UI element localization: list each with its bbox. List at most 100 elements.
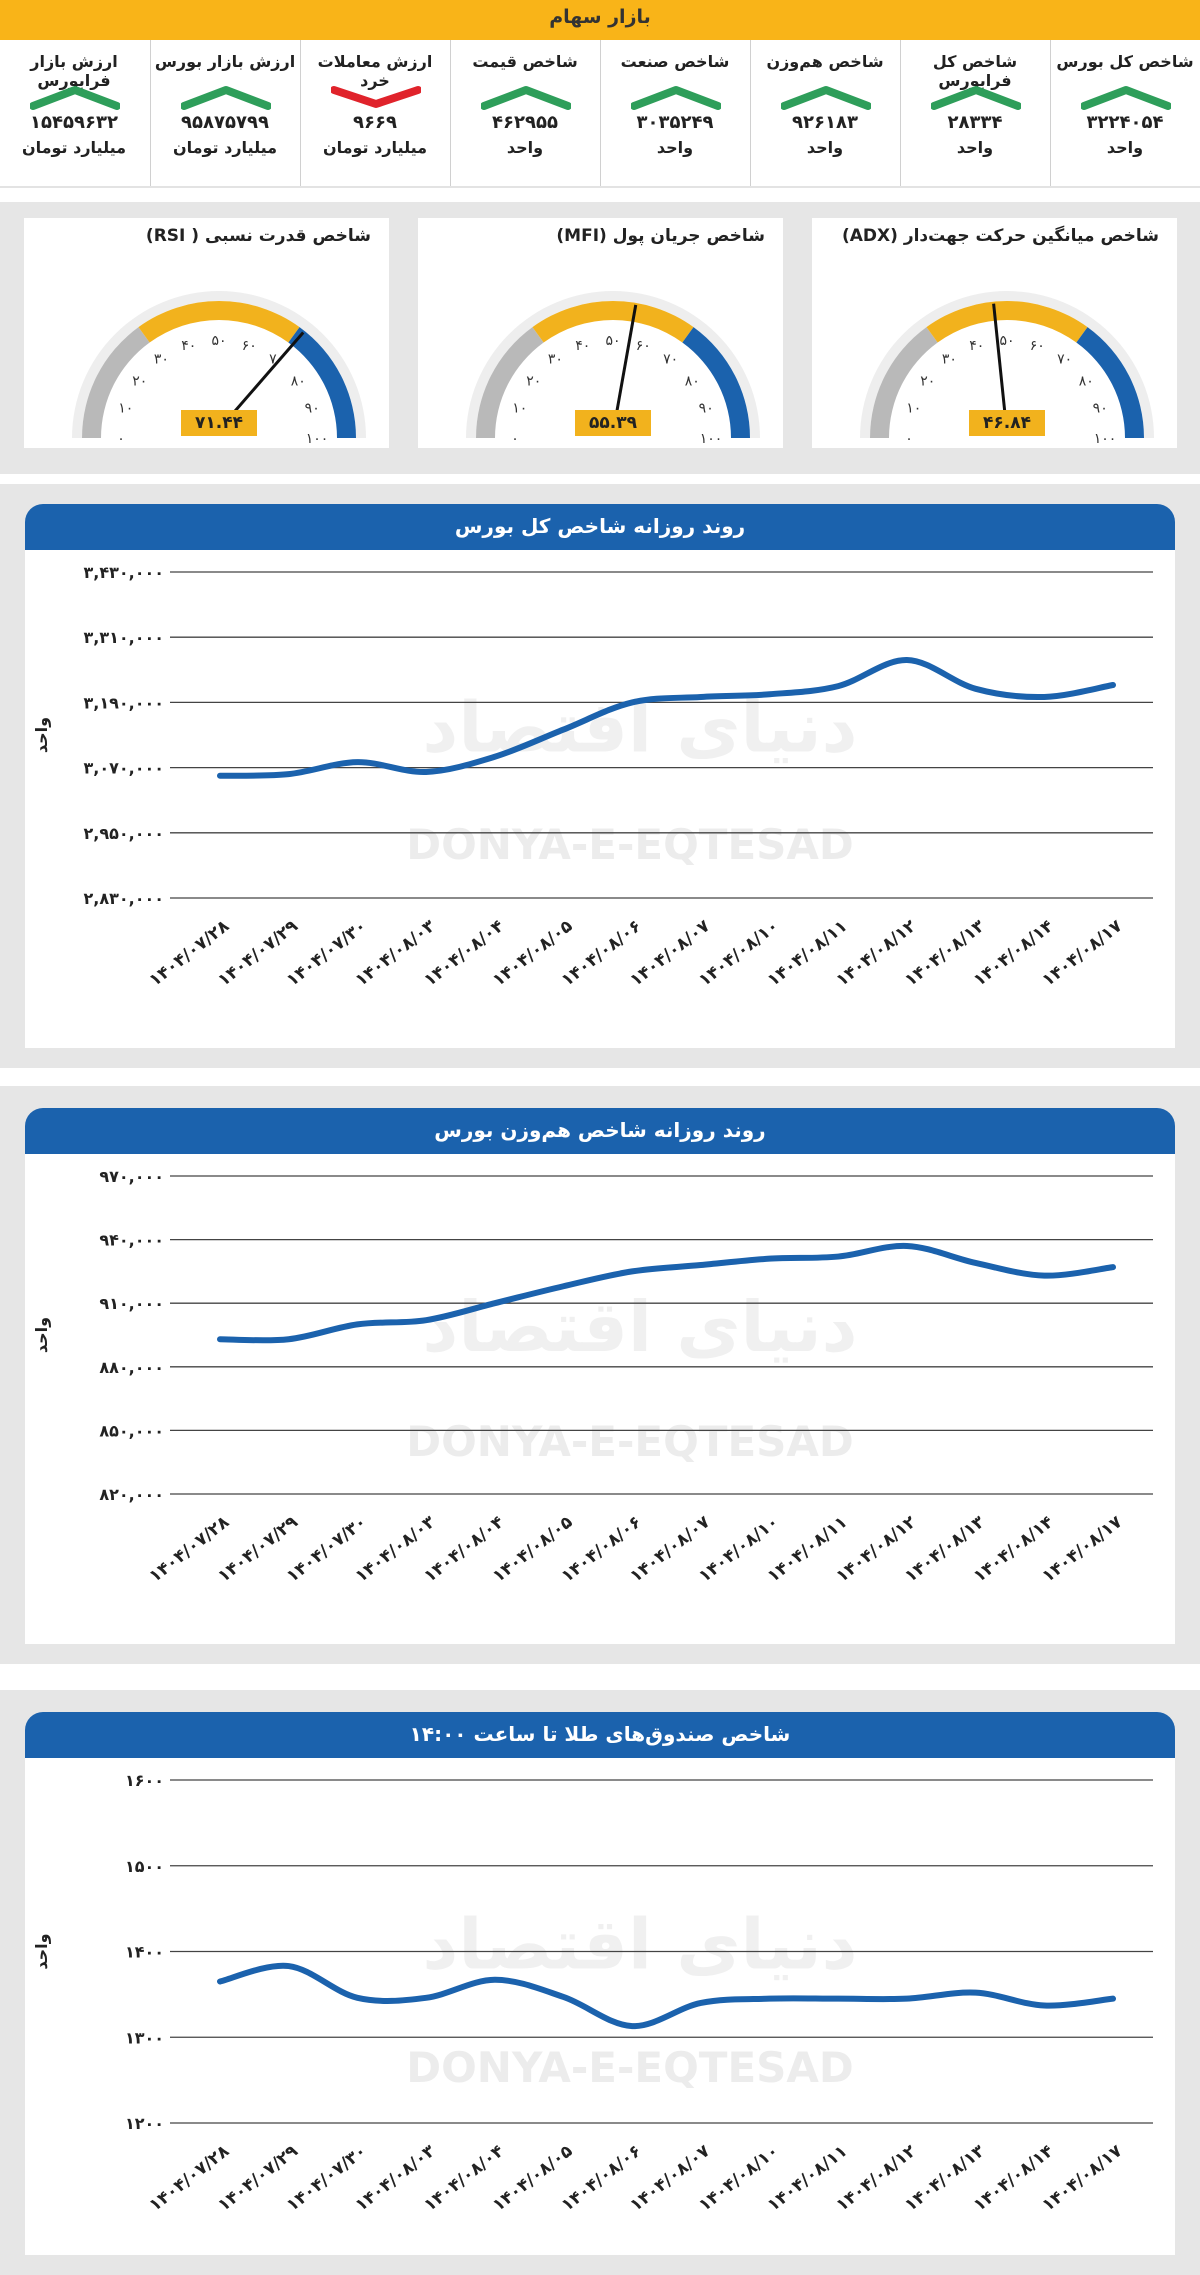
- data-point: [561, 1994, 566, 1999]
- data-point: [973, 1260, 978, 1265]
- gauge-tick-label: ۰: [511, 431, 519, 447]
- y-tick-label: ۱۲۰۰: [125, 2114, 164, 2133]
- gauge-tick-label: ۳۰: [154, 352, 169, 368]
- page-title: بازار سهام: [549, 6, 651, 28]
- stat-value: ۹۲۶۱۸۳: [792, 112, 858, 133]
- gauge-card: شاخص جریان پول (MFI) ۰ ۱۰ ۲۰ ۳۰ ۴۰ ۵۰ ۶۰ ۷۰ ۸۰ ۹۰ ۱…: [418, 218, 783, 448]
- gauge-tick-label: ۴۰: [575, 338, 590, 354]
- gauge-title: شاخص میانگین حرکت جهت‌دار (ADX): [841, 226, 1159, 246]
- gauge-band-low: [82, 327, 150, 438]
- stat-value: ۹۵۸۷۵۷۹۹: [181, 112, 269, 133]
- gauge-tick-label: ۱۰: [118, 401, 133, 417]
- gauge-title: شاخص جریان پول (MFI): [556, 226, 765, 246]
- watermark-text: DONYA-E-EQTESAD: [406, 820, 854, 869]
- data-point: [767, 1996, 772, 2001]
- data-point: [424, 1318, 429, 1323]
- gauge-tick-label: ۲۰: [920, 373, 935, 389]
- stat-unit: میلیارد تومان: [172, 138, 278, 157]
- y-tick-label: ۹۴۰,۰۰۰: [99, 1231, 164, 1250]
- y-tick-label: ۳,۳۱۰,۰۰۰: [83, 628, 164, 647]
- data-point: [630, 1269, 635, 1274]
- stat-value: ۱۵۴۵۹۶۳۲: [30, 112, 118, 133]
- series-line: [217, 657, 1116, 779]
- gauge-tick-label: ۵۰: [211, 333, 226, 349]
- stat-value: ۲۸۳۳۴: [947, 112, 1003, 133]
- y-tick-label: ۲,۹۵۰,۰۰۰: [83, 824, 164, 843]
- gauge-tick-label: ۱۰۰: [306, 431, 329, 447]
- y-tick-label: ۱۶۰۰: [125, 1771, 164, 1790]
- watermark-text: DONYA-E-EQTESAD: [406, 2043, 854, 2092]
- trend-up-icon: [931, 86, 1021, 110]
- stat-value: ۳۰۳۵۲۴۹: [636, 112, 714, 133]
- stat-label: ارزش معاملات خرد: [317, 52, 433, 90]
- stat-unit: واحد: [506, 138, 544, 157]
- gauge-tick-label: ۳۰: [548, 352, 563, 368]
- gauge-needle: [227, 331, 305, 419]
- data-point: [355, 1995, 360, 2000]
- y-tick-label: ۱۵۰۰: [125, 1857, 164, 1876]
- top-banner: بازار سهام: [0, 0, 1200, 40]
- data-point: [836, 1254, 841, 1259]
- stat-value: ۴۶۲۹۵۵: [492, 112, 558, 133]
- data-point: [698, 1263, 703, 1268]
- gauge-tick-label: ۴۰: [969, 338, 984, 354]
- stat-item: ارزش بازار فرابورس ۱۵۴۵۹۶۳۲ میلیارد تومان: [0, 40, 148, 186]
- gauge-tick-label: ۲۰: [526, 373, 541, 389]
- gauge-tick-label: ۵۰: [605, 333, 620, 349]
- y-tick-label: ۱۴۰۰: [125, 1943, 164, 1962]
- trend-up-icon: [631, 86, 721, 110]
- stat-unit: میلیارد تومان: [21, 138, 127, 157]
- chart-header: روند روزانه شاخص کل بورس: [25, 504, 1175, 550]
- data-point: [698, 694, 703, 699]
- stat-item: ارزش بازار بورس ۹۵۸۷۵۷۹۹ میلیارد تومان: [150, 40, 299, 186]
- gauge-tick-label: ۹۰: [699, 401, 714, 417]
- data-point: [492, 1301, 497, 1306]
- watermark-text: DONYA-E-EQTESAD: [406, 1417, 854, 1466]
- stat-item: ارزش معاملات خرد ۹۶۶۹ میلیارد تومان: [300, 40, 449, 186]
- stat-item: شاخص قیمت ۴۶۲۹۵۵ واحد: [450, 40, 599, 186]
- data-point: [218, 1979, 222, 1984]
- gauge-tick-label: ۴۰: [181, 338, 196, 354]
- data-point: [973, 1990, 978, 1995]
- chart-title: روند روزانه شاخص کل بورس: [454, 514, 746, 538]
- watermark-logo: دنیای اقتصاد: [422, 1904, 857, 1986]
- gauge-value-box: ۵۵.۳۹: [575, 410, 651, 436]
- series-line: [217, 1242, 1116, 1344]
- stat-unit: واحد: [956, 138, 994, 157]
- line-chart: DONYA-E-EQTESAD دنیای اقتصاد ۸۲۰,۰۰۰ ۸۵۰,۰۰…: [32, 1167, 1153, 1587]
- stat-label: شاخص قیمت: [472, 52, 578, 71]
- data-point: [286, 1337, 291, 1342]
- gauge-tick-label: ۷۰: [1057, 352, 1072, 368]
- stat-unit: واحد: [1106, 138, 1144, 157]
- data-point: [767, 1256, 772, 1261]
- stat-label: شاخص صنعت: [620, 52, 730, 71]
- gauge-band-low: [870, 327, 938, 438]
- y-axis-label: واحد: [32, 1933, 51, 1969]
- stat-label: شاخص هم‌وزن: [766, 52, 884, 71]
- gauge-dial: ۰ ۱۰ ۲۰ ۳۰ ۴۰ ۵۰ ۶۰ ۷۰ ۸۰ ۹۰ ۱۰۰: [860, 291, 1154, 447]
- gauge-card: شاخص میانگین حرکت جهت‌دار (ADX) ۰ ۱۰ ۲۰ ۳۰ ۴۰…: [812, 218, 1177, 448]
- line-chart: DONYA-E-EQTESAD دنیای اقتصاد ۱۲۰۰ ۱۳۰۰ ۱۴۰۰ ۱…: [32, 1771, 1153, 2216]
- gauge-tick-label: ۱۰۰: [700, 431, 723, 447]
- gauge-band-mid: [138, 301, 300, 343]
- stat-item: شاخص کل فرابورس ۲۸۳۳۴ واحد: [900, 40, 1049, 186]
- y-tick-label: ۸۲۰,۰۰۰: [99, 1485, 164, 1504]
- data-point: [1042, 2003, 1047, 2008]
- stat-item: شاخص کل بورس ۳۲۲۴۰۵۴ واحد: [1050, 40, 1199, 186]
- gauge-needle: [992, 303, 1007, 419]
- data-point: [1111, 1265, 1115, 1270]
- data-point: [836, 1996, 841, 2001]
- data-point: [1111, 1996, 1115, 2001]
- trend-up-icon: [481, 86, 571, 110]
- y-tick-label: ۸۸۰,۰۰۰: [99, 1358, 164, 1377]
- gauge-tick-label: ۳۰: [942, 352, 957, 368]
- gauge-tick-label: ۱۰: [512, 401, 527, 417]
- gauge-band-high: [288, 327, 356, 438]
- chart-title: شاخص صندوق‌های طلا تا ساعت ۱۴:۰۰: [409, 1722, 791, 1746]
- trend-up-icon: [181, 86, 271, 110]
- stat-strip: شاخص کل بورس ۳۲۲۴۰۵۴ واحد شاخص کل فرابورس ۲۸…: [0, 40, 1200, 188]
- stat-unit: واحد: [656, 138, 694, 157]
- trend-up-icon: [1081, 86, 1171, 110]
- stat-value: ۹۶۶۹: [353, 112, 397, 133]
